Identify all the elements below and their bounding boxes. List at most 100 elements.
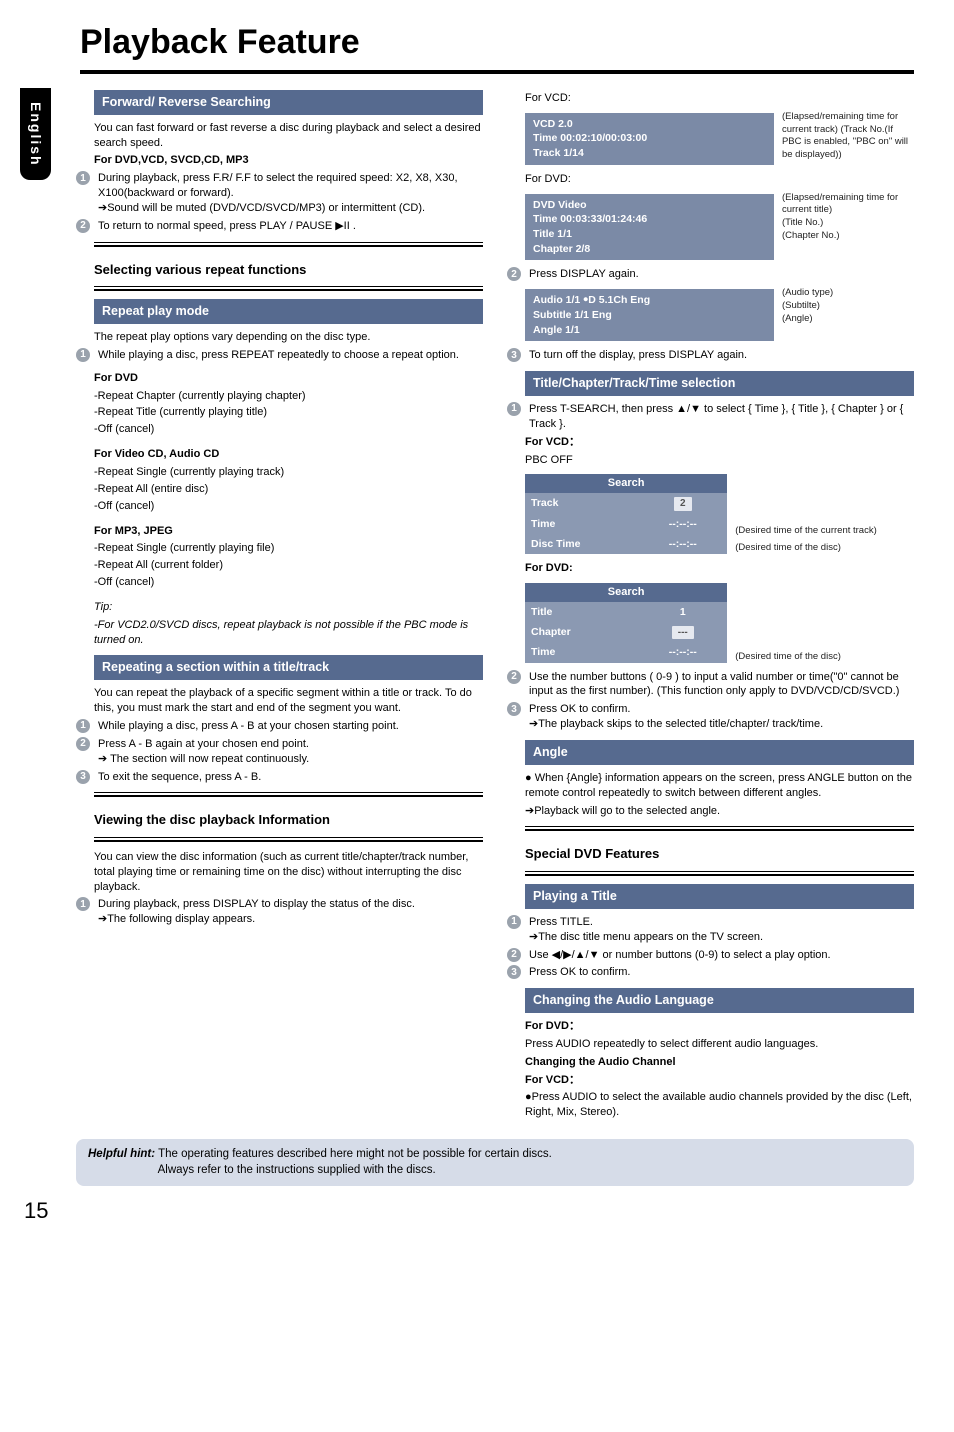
step-number-icon: 2 <box>507 267 521 281</box>
angle-p2: ➔Playback will go to the selected angle. <box>525 804 914 819</box>
fwd-s2: To return to normal speed, press PLAY / … <box>98 219 483 234</box>
tct-s1: Press T-SEARCH, then press ▲/▼ to select… <box>529 402 914 432</box>
step-number-icon: 1 <box>76 171 90 185</box>
value-box: --- <box>672 626 694 640</box>
view-s1: During playback, press DISPLAY to displa… <box>98 898 415 910</box>
search-header: Search <box>525 583 727 602</box>
tct-step-2: 2 Use the number buttons ( 0-9 ) to inpu… <box>507 670 914 700</box>
disp-s2: Press DISPLAY again. <box>529 267 914 282</box>
repsec-s2b: ➔ The section will now repeat continuous… <box>98 752 483 767</box>
search-dvd-wrap: Search Title 1 Chapter --- Time --:--:-- <box>525 579 914 667</box>
tip-heading: Tip: <box>94 600 483 615</box>
search-dvd-table: Search Title 1 Chapter --- Time --:--:-- <box>525 583 727 663</box>
chg-forvcd: For VCD： <box>525 1073 914 1088</box>
chg-p2: ●Press AUDIO to select the available aud… <box>525 1090 914 1120</box>
table-row: Chapter --- <box>525 622 727 643</box>
repsec-step-2: 2 Press A - B again at your chosen end p… <box>76 737 483 767</box>
step-number-icon: 3 <box>507 965 521 979</box>
step-number-icon: 2 <box>76 219 90 233</box>
osd-dvd-wrap: DVD Video Time 00:03:33/01:24:46 Title 1… <box>525 190 914 265</box>
disp-step-2: 2 Press DISPLAY again. <box>507 267 914 282</box>
aud-n2: (Subtilte) <box>782 300 914 313</box>
hint-label: Helpful hint: <box>88 1148 155 1160</box>
language-tab: English <box>20 88 51 181</box>
chg-channel-heading: Changing the Audio Channel <box>525 1055 914 1070</box>
osd-line: Subtitle 1/1 Eng <box>533 308 766 323</box>
repeat-section-bar: Repeating a section within a title/track <box>94 655 483 680</box>
cell: Time <box>525 514 638 534</box>
step-number-icon: 2 <box>76 737 90 751</box>
repeat-play-bar: Repeat play mode <box>94 299 483 324</box>
vcd-opt-c: -Off (cancel) <box>94 499 483 514</box>
cell: 2 <box>638 493 727 514</box>
tct-forvcd: For VCD： <box>525 435 914 450</box>
repeat-step-1: 1 While playing a disc, press REPEAT rep… <box>76 348 483 363</box>
table-row: Title 1 <box>525 602 727 622</box>
step-number-icon: 3 <box>76 770 90 784</box>
cell: Time <box>525 642 638 662</box>
cell: --- <box>638 622 727 643</box>
repeat-intro: The repeat play options vary depending o… <box>94 330 483 345</box>
cell: --:--:-- <box>638 514 727 534</box>
pt-s1b: ➔The disc title menu appears on the TV s… <box>529 930 914 945</box>
step-number-icon: 1 <box>76 348 90 362</box>
divider <box>94 242 483 247</box>
repsec-s3: To exit the sequence, press A - B. <box>98 770 483 785</box>
angle-bar: Angle <box>525 740 914 765</box>
repsec-s2: Press A - B again at your chosen end poi… <box>98 738 309 750</box>
cell: Disc Time <box>525 534 638 554</box>
mp3-opt-c: -Off (cancel) <box>94 575 483 590</box>
changing-audio-bar: Changing the Audio Language <box>525 988 914 1013</box>
step-number-icon: 1 <box>76 897 90 911</box>
tip-text: -For VCD2.0/SVCD discs, repeat playback … <box>94 618 483 648</box>
mp3-opt-a: -Repeat Single (currently playing file) <box>94 541 483 556</box>
page-title: Playback Feature <box>80 20 914 66</box>
search-vcd-table: Search Track 2 Time --:--:-- Disc Time -… <box>525 474 727 554</box>
osd-vcd-note: (Elapsed/remaining time for current trac… <box>774 109 914 162</box>
table-row: Time --:--:-- <box>525 514 727 534</box>
for-mp3-heading: For MP3, JPEG <box>94 524 483 539</box>
fwd-step-1: 1 During playback, press F.R/ F.F to sel… <box>76 171 483 216</box>
search-dvd-notes: (Desired time of the disc) <box>735 648 914 667</box>
osd-line: Time 00:03:33/01:24:46 <box>533 212 766 227</box>
osd-dvd: DVD Video Time 00:03:33/01:24:46 Title 1… <box>525 194 774 261</box>
cell: Chapter <box>525 622 638 643</box>
forward-reverse-bar: Forward/ Reverse Searching <box>94 90 483 115</box>
osd-audio-notes: (Audio type) (Subtilte) (Angle) <box>774 285 914 325</box>
step-number-icon: 1 <box>76 719 90 733</box>
for-vcd-heading: For Video CD, Audio CD <box>94 447 483 462</box>
left-column: Forward/ Reverse Searching You can fast … <box>76 88 483 1123</box>
dvd-opt-a: -Repeat Chapter (currently playing chapt… <box>94 389 483 404</box>
disp-s3: To turn off the display, press DISPLAY a… <box>529 348 914 363</box>
osd-line: Time 00:02:10/00:03:00 <box>533 131 766 146</box>
hint-l2: Always refer to the instructions supplie… <box>158 1164 436 1176</box>
osd-line: VCD 2.0 <box>533 117 766 132</box>
mp3-opt-b: -Repeat All (current folder) <box>94 558 483 573</box>
tct-step-1: 1 Press T-SEARCH, then press ▲/▼ to sele… <box>507 402 914 432</box>
note: (Desired time of the disc) <box>735 648 914 665</box>
chg-p1: Press AUDIO repeatedly to select differe… <box>525 1037 914 1052</box>
sidebar: English <box>20 88 56 1123</box>
page-number: 15 <box>24 1196 914 1226</box>
fwd-s1b: ➔Sound will be muted (DVD/VCD/SVCD/MP3) … <box>98 201 483 216</box>
title-rule <box>80 70 914 74</box>
view-intro: You can view the disc information (such … <box>94 850 483 895</box>
view-step-1: 1 During playback, press DISPLAY to disp… <box>76 897 483 927</box>
osd-line: Title 1/1 <box>533 227 766 242</box>
repeat-s1: While playing a disc, press REPEAT repea… <box>98 348 483 363</box>
vcd-opt-b: -Repeat All (entire disc) <box>94 482 483 497</box>
selecting-repeat-heading: Selecting various repeat functions <box>94 261 483 279</box>
pt-step-1: 1 Press TITLE. ➔The disc title menu appe… <box>507 915 914 945</box>
right-column: For VCD: VCD 2.0 Time 00:02:10/00:03:00 … <box>507 88 914 1123</box>
tct-fordvd: For DVD: <box>525 561 914 576</box>
osd-audio: Audio 1/1 ꔷD 5.1Ch Eng Subtitle 1/1 Eng … <box>525 289 774 341</box>
value-box: 2 <box>674 497 692 511</box>
osd-line: Chapter 2/8 <box>533 242 766 257</box>
repsec-s1: While playing a disc, press A - B at you… <box>98 719 483 734</box>
tct-s3: Press OK to confirm. <box>529 703 630 715</box>
aud-n1: (Audio type) <box>782 287 914 300</box>
osd-line: Track 1/14 <box>533 146 766 161</box>
search-header: Search <box>525 474 727 493</box>
title-chapter-bar: Title/Chapter/Track/Time selection <box>525 371 914 396</box>
osd-vcd: VCD 2.0 Time 00:02:10/00:03:00 Track 1/1… <box>525 113 774 165</box>
